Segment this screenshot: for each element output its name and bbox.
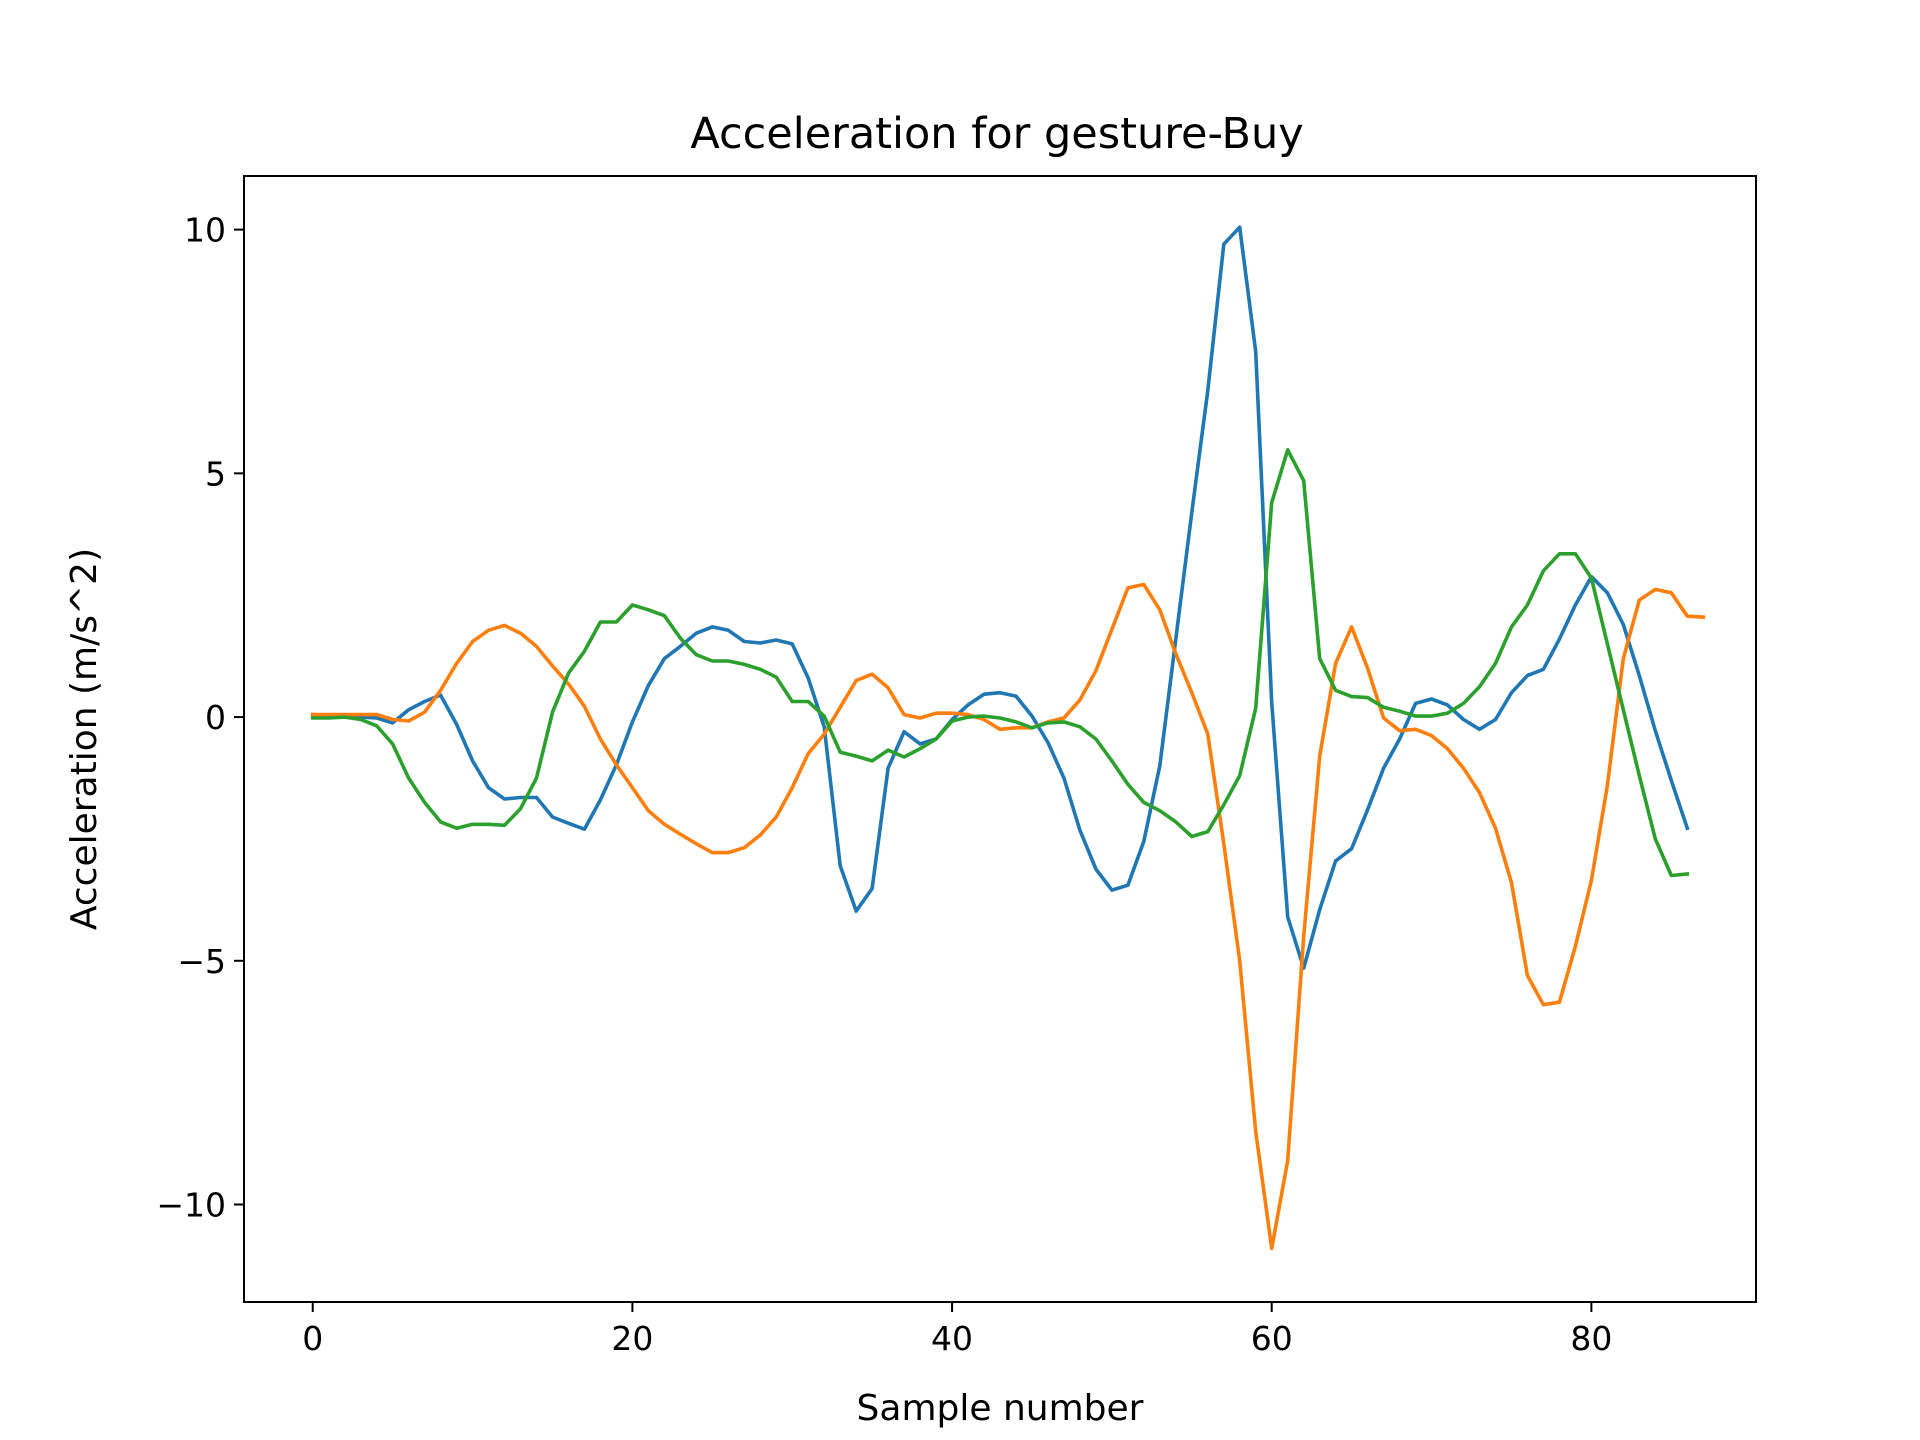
x-axis-ticks: 0 20 40 60 80 xyxy=(302,1302,1612,1358)
y-tick-label: 0 xyxy=(205,698,226,737)
series-layer xyxy=(310,225,1706,1251)
series-line-1 xyxy=(310,225,1690,970)
y-axis-label: Acceleration (m/s^2) xyxy=(64,548,105,930)
plot-area-frame xyxy=(243,175,1757,1303)
y-tick-label: −5 xyxy=(177,942,226,981)
x-tick-label: 40 xyxy=(931,1319,973,1358)
x-tick-label: 20 xyxy=(611,1319,653,1358)
series-line-2 xyxy=(310,582,1706,1251)
chart-title: Acceleration for gesture-Buy xyxy=(690,109,1303,159)
x-tick-label: 0 xyxy=(302,1319,323,1358)
y-tick-label: −10 xyxy=(156,1186,226,1225)
x-tick-label: 60 xyxy=(1251,1319,1293,1358)
x-tick-label: 80 xyxy=(1570,1319,1612,1358)
y-axis-ticks: −10 −5 0 5 10 xyxy=(156,211,244,1225)
series-line-3 xyxy=(310,448,1690,878)
y-tick-label: 10 xyxy=(184,211,226,250)
y-tick-label: 5 xyxy=(205,454,226,493)
x-axis-label: Sample number xyxy=(857,1388,1144,1429)
